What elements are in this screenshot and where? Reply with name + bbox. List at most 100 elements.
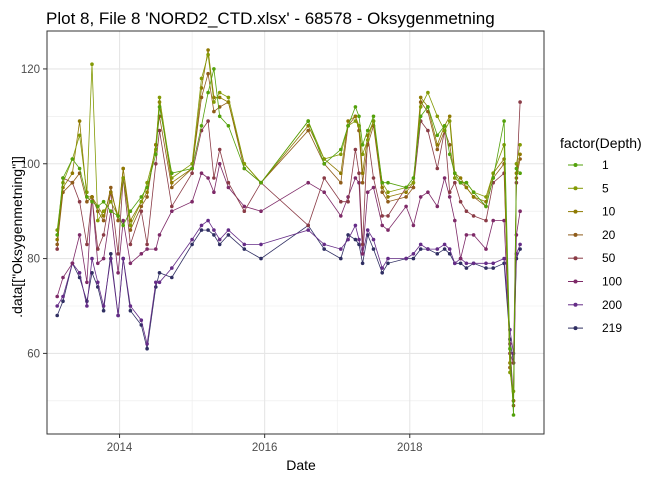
data-point (386, 261, 390, 266)
data-point (426, 247, 430, 251)
legend-item-219: 219 (568, 321, 622, 335)
data-point (435, 143, 440, 147)
data-point (411, 256, 416, 261)
data-point (90, 256, 94, 261)
data-point (484, 247, 488, 251)
data-point (96, 247, 100, 251)
data-point (306, 119, 311, 123)
data-point (435, 247, 440, 251)
x-tick-label: 2018 (397, 442, 423, 454)
data-point (418, 195, 423, 199)
data-point (128, 304, 133, 308)
data-point (116, 313, 120, 318)
series-layer (55, 48, 522, 417)
data-point (259, 209, 263, 213)
data-point (404, 190, 408, 194)
data-point (190, 242, 194, 247)
data-point (306, 128, 311, 133)
data-point (464, 209, 469, 213)
data-point (242, 204, 247, 209)
data-point (206, 228, 210, 232)
data-point (170, 180, 174, 185)
data-point (502, 218, 506, 223)
legend-key-point (573, 302, 578, 307)
data-point (85, 304, 89, 308)
legend: factor(Depth) 1 5 10 20 50 100 200 219 (560, 135, 642, 335)
data-point (96, 218, 100, 223)
data-point (346, 199, 350, 204)
data-point (217, 114, 222, 119)
data-point (217, 147, 222, 152)
data-point (322, 190, 327, 194)
data-point (226, 124, 231, 128)
data-point (353, 147, 358, 152)
y-tick-label: 80 (27, 254, 40, 266)
data-point (212, 95, 216, 100)
data-point (139, 318, 144, 323)
data-point (90, 271, 94, 275)
data-point (365, 190, 370, 194)
data-point (190, 171, 194, 175)
data-point (360, 180, 365, 185)
data-point (464, 233, 469, 237)
data-point (306, 223, 311, 228)
data-point (365, 138, 370, 142)
data-point (491, 218, 496, 223)
data-point (206, 71, 210, 76)
data-point (502, 143, 506, 147)
series-line (56, 102, 521, 364)
data-point (386, 256, 390, 261)
data-point (170, 266, 174, 270)
data-point (157, 105, 162, 109)
data-point (61, 176, 65, 180)
data-point (471, 195, 476, 199)
data-point (518, 100, 522, 104)
data-point (90, 199, 94, 204)
data-point (426, 90, 430, 95)
data-point (61, 299, 65, 304)
data-point (484, 218, 488, 223)
legend-label: 219 (602, 321, 622, 335)
data-point (101, 233, 106, 237)
data-point (145, 185, 149, 190)
data-point (458, 176, 463, 180)
y-tick-label: 100 (21, 159, 40, 171)
data-point (139, 209, 144, 213)
legend-key-point (573, 279, 578, 284)
data-point (128, 228, 133, 232)
data-point (322, 162, 327, 166)
data-point (386, 195, 390, 199)
data-point (386, 180, 390, 185)
data-point (217, 90, 222, 95)
data-point (435, 147, 440, 152)
data-point (518, 152, 522, 157)
data-point (121, 218, 125, 223)
data-point (411, 223, 416, 228)
data-point (226, 180, 231, 185)
legend-label: 10 (602, 205, 616, 219)
data-point (61, 275, 65, 280)
data-point (170, 204, 174, 209)
data-point (101, 199, 106, 204)
x-axis-title: Date (286, 457, 316, 473)
data-point (145, 195, 149, 199)
series-line (56, 49, 521, 401)
data-point (453, 171, 457, 175)
data-point (386, 228, 390, 232)
panel-background (47, 31, 544, 434)
data-point (453, 180, 457, 185)
data-point (199, 76, 204, 81)
data-point (85, 280, 89, 285)
data-point (360, 171, 365, 175)
data-point (145, 242, 149, 247)
data-point (109, 185, 113, 190)
data-point (77, 119, 82, 123)
legend-key-point (573, 326, 578, 331)
data-point (447, 114, 452, 119)
data-point (212, 67, 216, 71)
data-point (170, 275, 174, 280)
data-point (145, 342, 149, 346)
data-point (101, 308, 106, 313)
y-tick-label: 60 (27, 348, 40, 360)
